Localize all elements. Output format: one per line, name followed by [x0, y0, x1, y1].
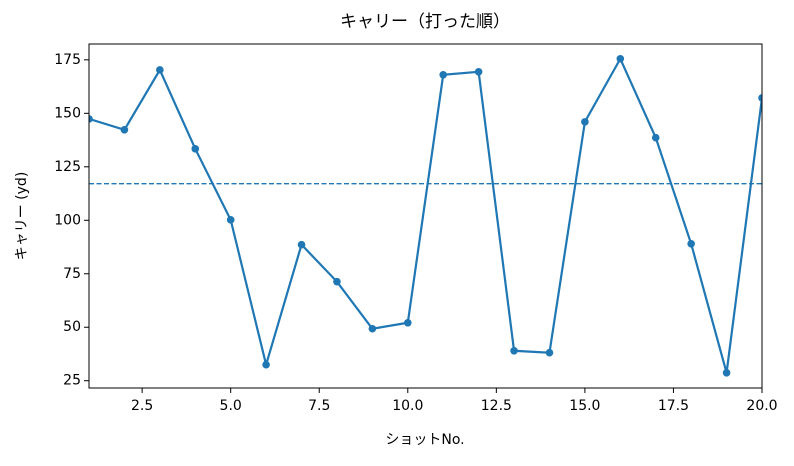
point [156, 66, 164, 74]
point [545, 348, 554, 357]
point [439, 71, 448, 79]
y-tick-label: 75 [63, 266, 81, 282]
y-axis-label: キャリー (yd) [14, 172, 30, 261]
x-tick-label: 20.0 [746, 398, 777, 414]
y-tick-label: 100 [54, 212, 81, 228]
point [651, 133, 660, 142]
point [687, 240, 695, 248]
y-tick-label: 150 [54, 105, 81, 121]
point [474, 68, 483, 76]
x-axis-label: ショットNo. [385, 432, 464, 448]
y-tick-label: 25 [63, 373, 81, 389]
y-tick-label: 50 [63, 319, 81, 335]
chart-title: キャリー（打った順） [340, 12, 510, 32]
point [510, 346, 518, 355]
y-tick-label: 125 [54, 159, 81, 175]
point [333, 277, 341, 286]
x-tick-label: 10.0 [392, 398, 423, 414]
point [403, 318, 412, 327]
x-tick-label: 12.5 [481, 398, 512, 414]
plot-frame [88, 43, 763, 389]
point [616, 54, 625, 63]
point [226, 216, 235, 224]
point [191, 145, 200, 153]
x-tick-label: 17.5 [658, 398, 689, 414]
point [368, 324, 377, 333]
line [89, 56, 762, 374]
x-tick-label: 15.0 [569, 398, 600, 414]
y-tick-label: 175 [54, 52, 81, 68]
x-tick-label: 7.5 [308, 398, 330, 414]
point [297, 240, 306, 249]
point [722, 369, 731, 377]
point [581, 118, 589, 126]
x-tick-label: 5.0 [220, 398, 242, 414]
point [120, 125, 129, 134]
point [758, 94, 762, 102]
point [89, 115, 93, 123]
point [262, 360, 270, 369]
x-tick-label: 2.5 [131, 398, 153, 414]
